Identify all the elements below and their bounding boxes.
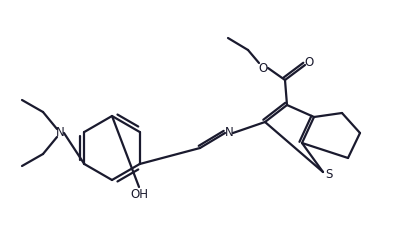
- Text: O: O: [304, 56, 314, 70]
- Text: N: N: [55, 126, 64, 139]
- Text: S: S: [325, 168, 333, 180]
- Text: OH: OH: [130, 188, 148, 202]
- Text: O: O: [258, 61, 268, 74]
- Text: N: N: [225, 126, 233, 139]
